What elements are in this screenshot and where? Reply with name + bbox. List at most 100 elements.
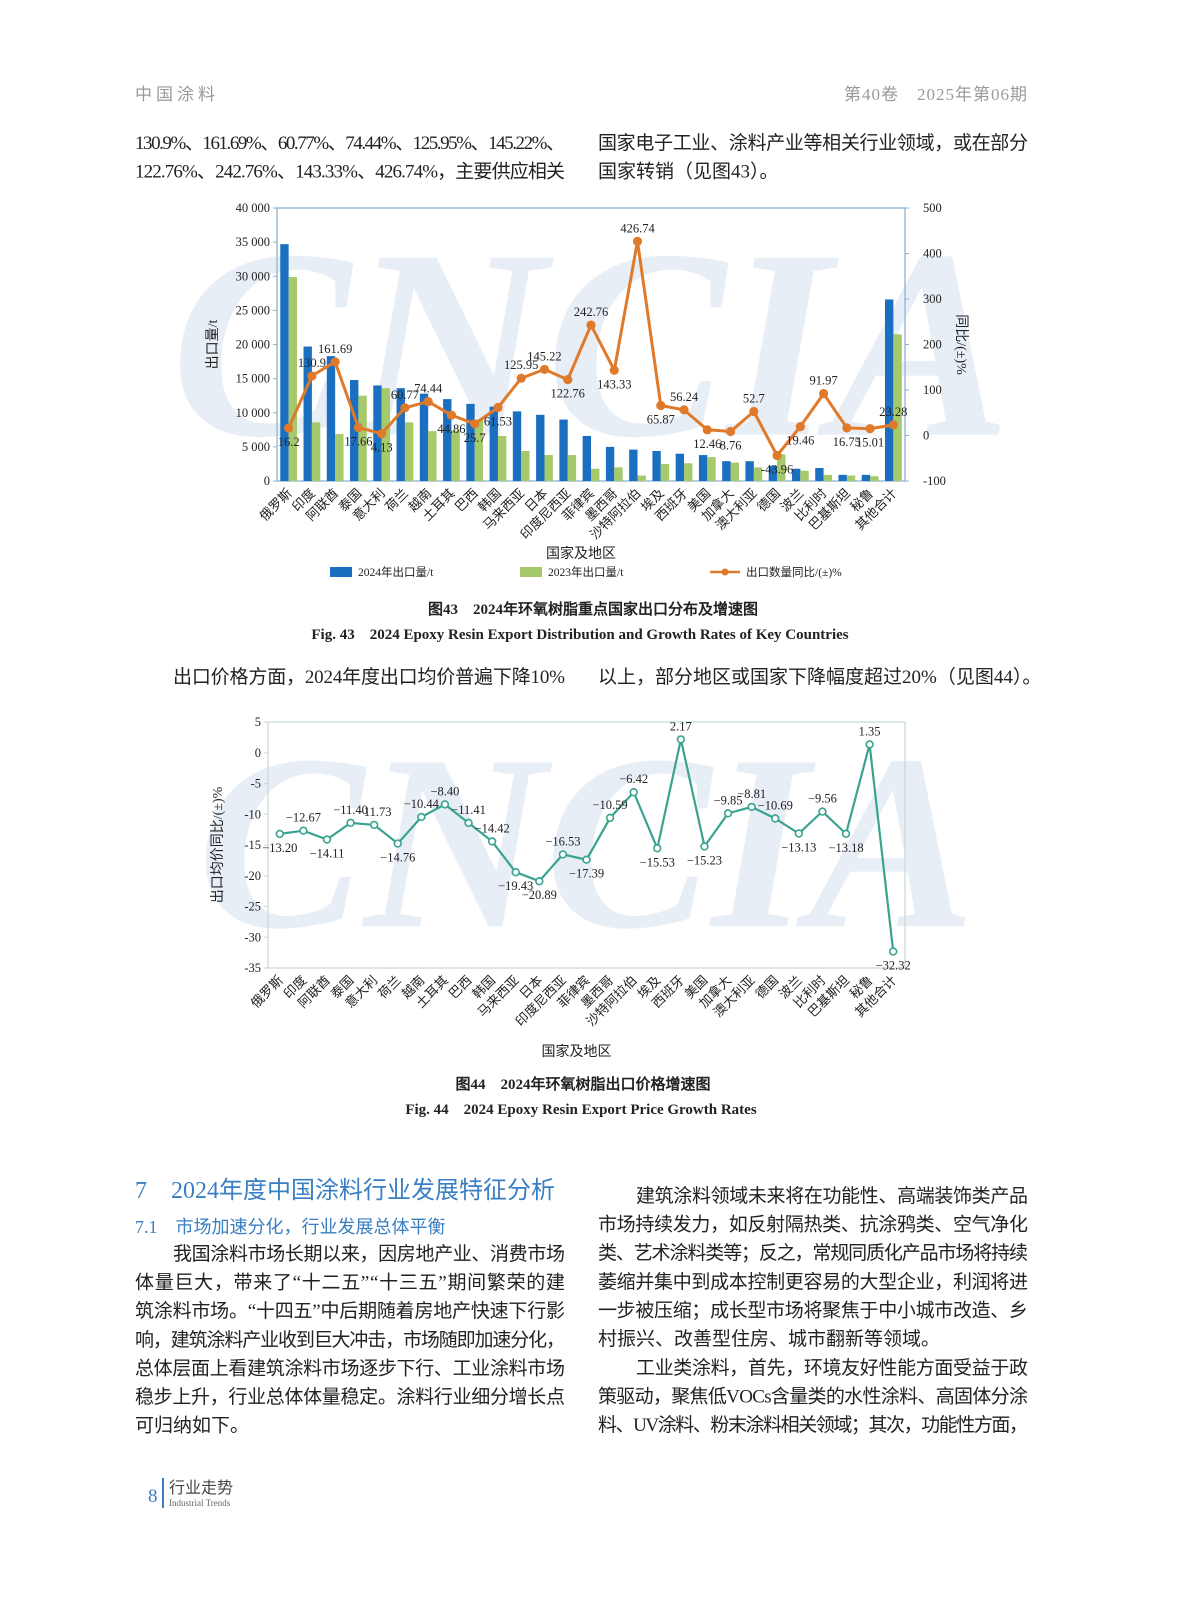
- bar: [893, 334, 902, 481]
- line-point: [377, 429, 387, 439]
- issue-info: 第40卷 2025年第06期: [844, 85, 1028, 104]
- body-text-line: 筑涂料市场。“十四五”中后期随着房地产快速下行影: [135, 1300, 565, 1322]
- body-text-line: 130.9%、161.69%、60.77%、74.44%、125.95%、145…: [135, 133, 565, 154]
- bar: [512, 411, 522, 481]
- page-number: 8: [148, 1486, 158, 1507]
- line-point: [749, 406, 759, 417]
- data-label: −11.73: [357, 805, 392, 819]
- y2-tick-label: 200: [923, 338, 942, 352]
- bar: [660, 463, 670, 481]
- data-label: −13.20: [262, 841, 297, 855]
- line-point: [400, 403, 410, 413]
- body-text-line: 料、UV涂料、粉末涂料相关领域；其次，功能性方面，: [598, 1414, 1028, 1436]
- line-point: [771, 814, 780, 823]
- bar: [335, 433, 344, 481]
- legend-swatch: [721, 568, 729, 576]
- data-label: 52.7: [743, 392, 765, 406]
- line-point: [535, 877, 544, 886]
- line-point: [842, 423, 852, 433]
- y-tick-label: -25: [244, 900, 261, 914]
- line-point: [369, 820, 379, 830]
- body-text-line: 村振兴、改善型住房、城市翻新等领域。: [598, 1328, 940, 1350]
- line-point: [563, 375, 573, 385]
- bar: [745, 461, 754, 481]
- figure-caption: Fig. 43 2024 Epoxy Resin Export Distribu…: [311, 627, 848, 643]
- body-text-line: 总体层面上看建筑涂料市场逐步下行、工业涂料市场: [135, 1357, 565, 1379]
- body-text-line: 萎缩并集中到成本控制更容易的大型企业，利润将进: [598, 1271, 1028, 1293]
- line-point: [330, 357, 340, 367]
- data-label: 17.66: [344, 434, 372, 448]
- line-point: [353, 422, 364, 433]
- y2-tick-label: 400: [923, 247, 942, 261]
- data-label: −11.40: [333, 803, 368, 817]
- body-text-line: 我国涂料市场长期以来，因房地产业、消费市场: [173, 1243, 565, 1265]
- line-point: [865, 740, 874, 749]
- x-axis-label: 国家及地区: [546, 545, 616, 562]
- y-tick-label: -15: [244, 838, 261, 852]
- bar: [326, 356, 336, 481]
- bar: [846, 475, 856, 481]
- y-axis-label: 出口量/t: [205, 320, 221, 370]
- data-label: 16.2: [278, 435, 300, 449]
- data-label: 19.46: [786, 434, 814, 448]
- line-point: [818, 389, 829, 399]
- y2-tick-label: 100: [923, 383, 942, 397]
- bar: [722, 461, 731, 481]
- line-point: [558, 850, 568, 859]
- y-tick-label: 40 000: [236, 201, 270, 215]
- bar: [350, 379, 359, 481]
- bar: [823, 474, 832, 481]
- y-tick-label: -35: [244, 961, 261, 975]
- data-label: −16.53: [545, 834, 580, 848]
- data-label: 242.76: [574, 305, 608, 319]
- figure-caption: 图43 2024年环氧树脂重点国家出口分布及增速图: [428, 600, 758, 618]
- bar: [884, 299, 894, 481]
- data-label: −14.42: [475, 821, 510, 835]
- column-name: 行业走势: [169, 1479, 233, 1497]
- line-point: [653, 844, 662, 853]
- footer-rule: [162, 1478, 164, 1508]
- line-point: [307, 371, 317, 381]
- y-tick-label: 0: [264, 474, 270, 488]
- line-point: [275, 829, 284, 839]
- body-text-line: 响，建筑涂料产业收到巨大冲击，市场随即加速分化，: [135, 1329, 565, 1351]
- bar: [870, 476, 879, 481]
- data-label: -43.96: [761, 463, 793, 477]
- data-label: 15.01: [856, 436, 884, 450]
- bar: [605, 446, 615, 481]
- legend-label: 2024年出口量/t: [358, 565, 434, 579]
- bar: [791, 468, 801, 481]
- bar: [521, 450, 530, 481]
- line-point: [889, 947, 898, 956]
- data-label: −15.23: [687, 853, 722, 867]
- data-label: −32.32: [876, 959, 911, 973]
- y2-tick-label: 500: [923, 201, 942, 215]
- data-label: 23.28: [879, 405, 907, 419]
- body-text-line: 体量巨大，带来了“十二五”“十三五”期间繁荣的建: [135, 1272, 565, 1294]
- data-label: −13.18: [828, 841, 863, 855]
- data-label: 122.76: [551, 387, 585, 401]
- y-tick-label: -5: [251, 777, 261, 791]
- data-label: −12.67: [286, 811, 321, 825]
- body-text-line: 122.76%、242.76%、143.33%、426.74%，主要供应相关: [135, 161, 565, 183]
- data-label: 2.17: [670, 719, 692, 733]
- bar: [497, 435, 507, 481]
- line-point: [322, 835, 332, 844]
- y2-tick-label: 0: [923, 429, 929, 443]
- bar: [303, 346, 312, 481]
- data-label: 145.22: [527, 349, 561, 363]
- bar: [815, 468, 824, 481]
- y-tick-label: 30 000: [236, 269, 270, 283]
- bar: [489, 406, 498, 481]
- body-text-line: 一步被压缩；成长型市场将聚焦于中小城市改造、乡: [598, 1299, 1028, 1321]
- bar: [861, 474, 871, 481]
- line-point: [493, 402, 503, 413]
- data-label: 143.33: [597, 377, 631, 391]
- data-label: 426.74: [620, 221, 655, 235]
- line-point: [772, 450, 782, 461]
- data-label: −6.42: [619, 772, 648, 786]
- bar: [396, 388, 405, 481]
- data-label: 1.35: [859, 724, 881, 738]
- bar: [591, 468, 600, 481]
